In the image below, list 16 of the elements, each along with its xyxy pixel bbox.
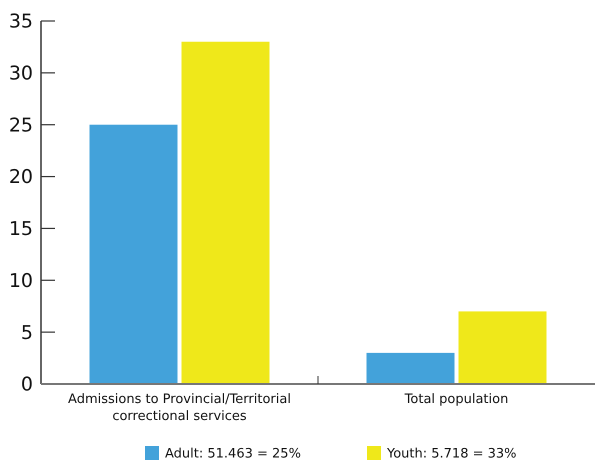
y-tick-label: 10 [8,270,33,292]
y-tick-label: 25 [8,114,33,136]
legend-label: Youth: 5.718 = 33% [386,446,517,462]
bar [366,352,454,384]
y-tick-label: 15 [8,218,33,240]
y-tick-label: 0 [20,374,33,396]
x-tick-label: Admissions to Provincial/Territorial correctional services [68,392,291,424]
bar [458,311,546,384]
y-tick-label: 30 [8,62,33,85]
y-tick-label: 5 [20,322,33,344]
x-tick-label: Total population [404,392,508,407]
legend-label: Adult: 51.463 = 25% [165,446,301,462]
bar [182,42,270,384]
y-tick-label: 20 [8,166,33,188]
y-tick-label: 35 [8,10,33,33]
bar [90,124,178,384]
